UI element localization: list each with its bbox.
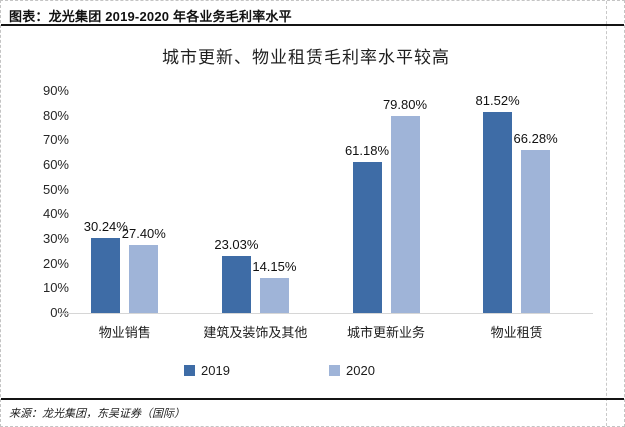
y-axis-tick-label: 50% [42,181,69,197]
bar-value-label: 14.15% [252,259,297,275]
y-axis-tick-label: 40% [42,206,69,222]
x-axis-category-label: 物业销售 [98,325,151,340]
y-axis-tick-label: 0% [50,305,69,320]
figure-header-title: 图表：龙光集团 2019-2020 年各业务毛利率水平 [9,9,292,24]
bar-2019-3 [483,111,513,313]
x-axis-line [59,313,593,314]
bar-value-label: 61.18% [344,143,390,159]
bar-value-label: 23.03% [214,237,259,253]
bar-2020-0 [129,245,159,313]
y-axis-tick-label: 70% [42,132,69,148]
bar-2020-1 [259,278,289,313]
figure-footer: 来源：龙光集团，东吴证券（国际） [1,398,624,426]
legend-label: 2019 [201,363,230,378]
bar-value-label: 27.40% [121,226,166,242]
bar-value-label: 30.24% [83,219,128,235]
table-cell-divider [606,1,607,426]
x-axis-category-label: 物业租赁 [490,325,543,340]
y-axis-tick-label: 20% [42,255,69,271]
y-axis-tick-label: 90% [42,83,69,98]
legend-swatch-icon [329,365,340,376]
chart-title: 城市更新、物业租赁毛利率水平较高 [162,48,450,67]
bar-2019-1 [221,256,251,313]
bar-2019-0 [91,238,121,313]
legend-swatch-icon [184,365,195,376]
legend-item-2019: 2019 [184,363,230,378]
x-axis-category-label: 建筑及装饰及其他 [203,325,308,340]
y-axis-tick-label: 60% [42,157,69,172]
bar-2019-2 [352,162,382,313]
x-axis-category-label: 城市更新业务 [346,325,425,340]
y-axis-tick-label: 10% [42,280,69,296]
source-note: 来源：龙光集团，东吴证券（国际） [9,408,185,420]
figure-header: 图表：龙光集团 2019-2020 年各业务毛利率水平 [1,1,624,26]
legend-item-2020: 2020 [329,363,375,378]
legend-label: 2020 [346,363,375,378]
y-axis-tick-label: 30% [42,231,69,246]
y-axis-tick-label: 80% [42,107,69,123]
bar-2020-2 [390,116,420,313]
bar-value-label: 79.80% [382,97,428,113]
bar-2020-3 [521,149,551,313]
bar-value-label: 66.28% [513,130,558,146]
bar-value-label: 81.52% [475,92,520,108]
